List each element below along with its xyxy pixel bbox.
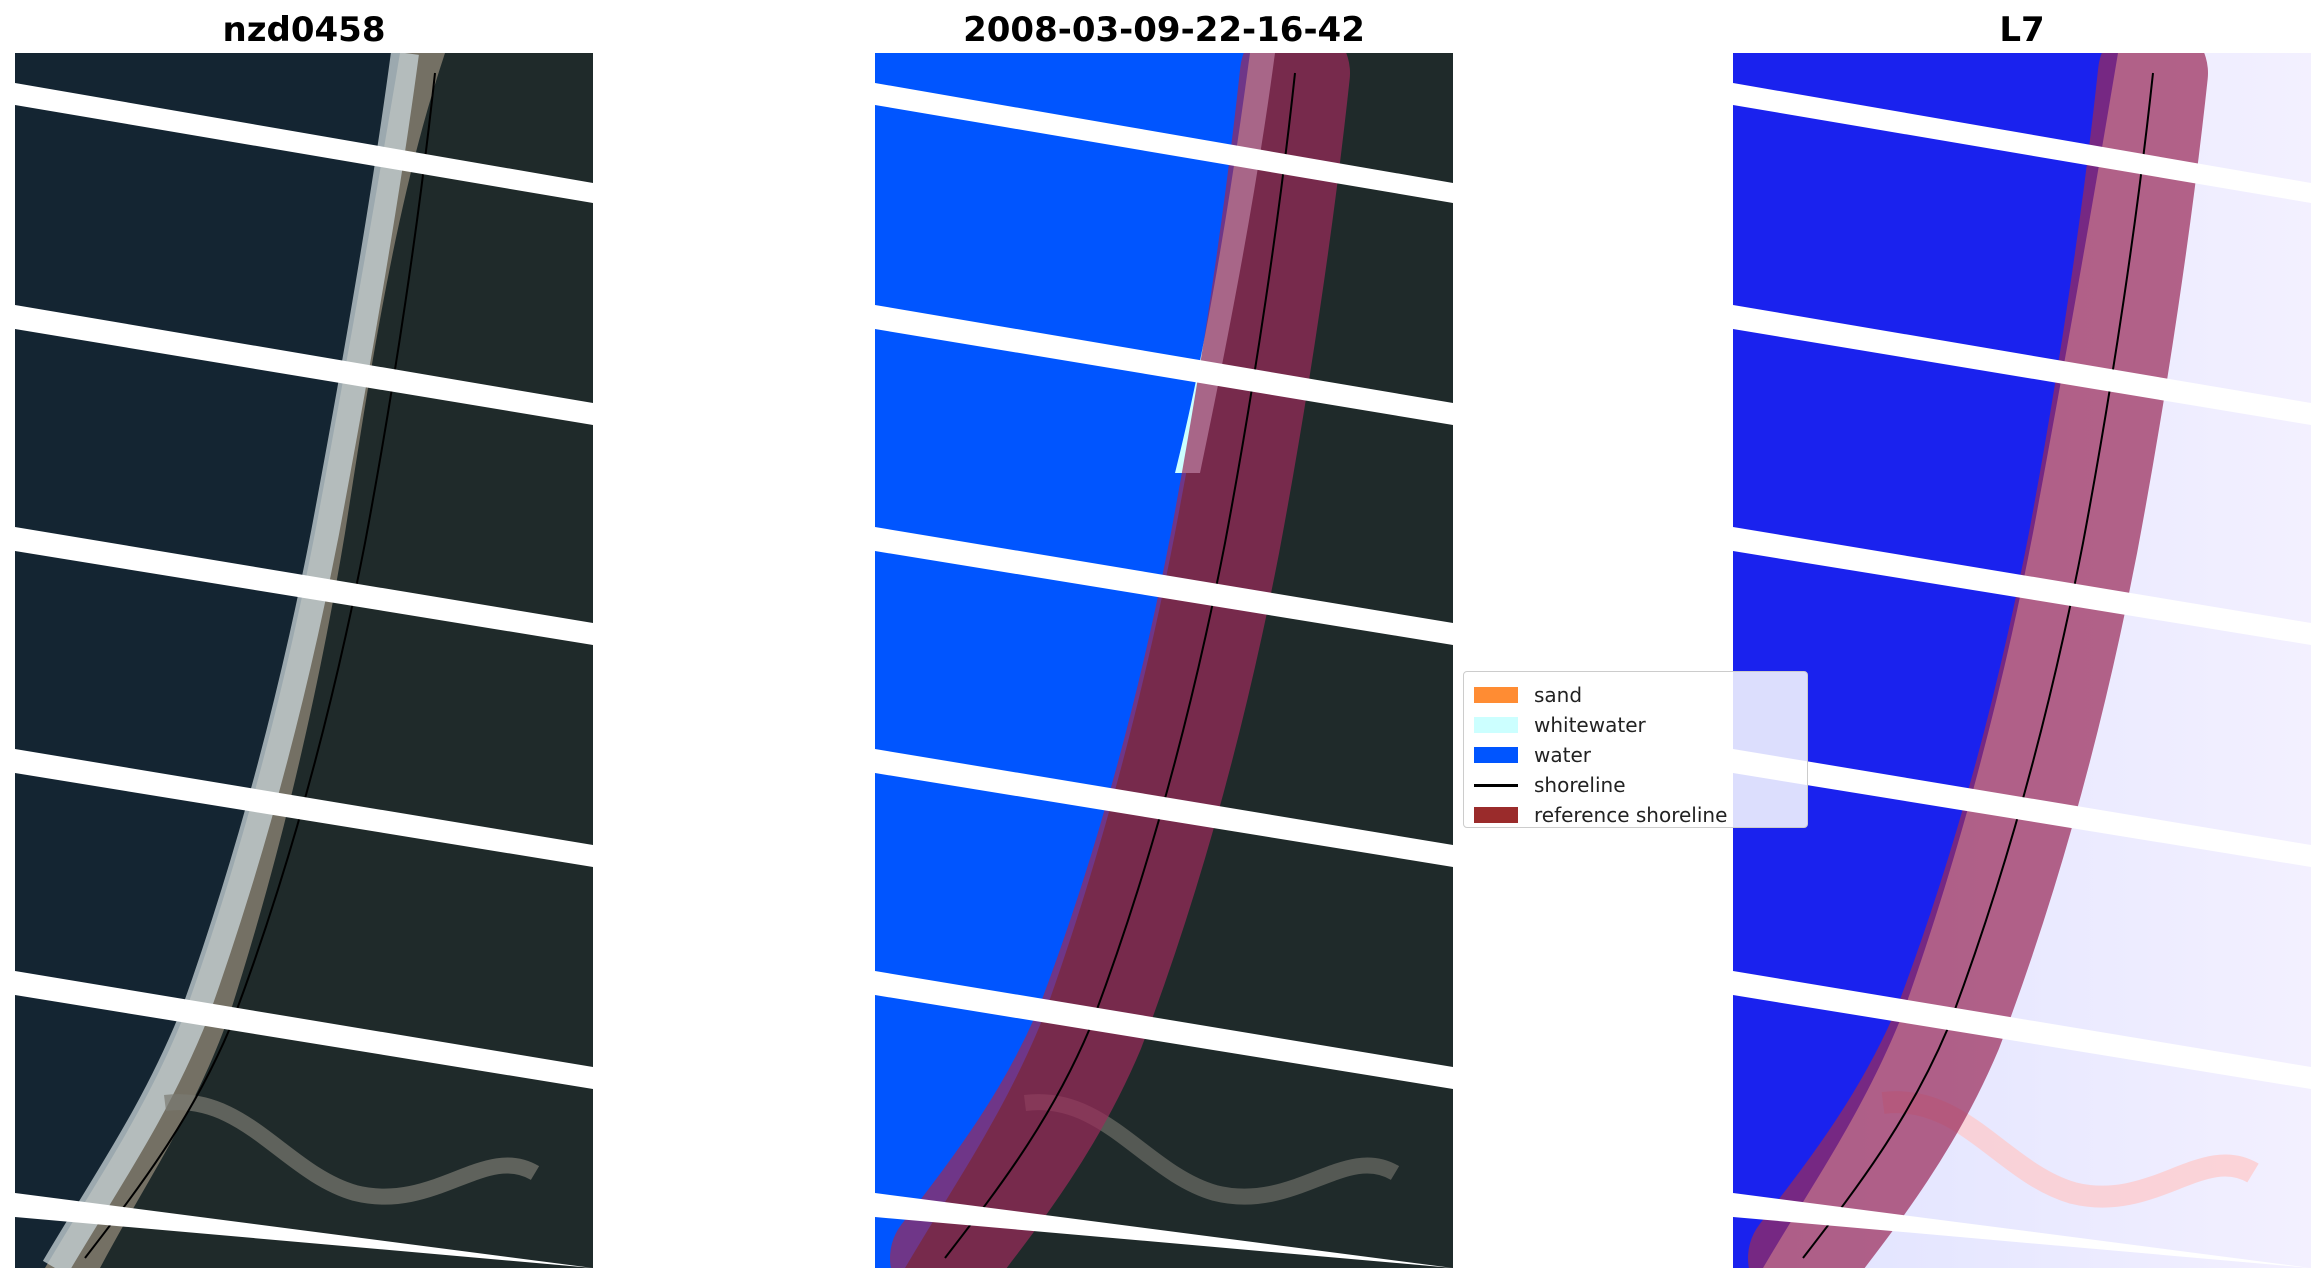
rgb-image	[15, 53, 593, 1268]
legend-item-whitewater: whitewater	[1474, 710, 1797, 740]
legend-item-water: water	[1474, 740, 1797, 770]
shoreline-line	[944, 72, 1296, 1259]
river-channel	[164, 1094, 540, 1205]
legend-swatch-whitewater	[1474, 717, 1518, 733]
shoreline-line	[84, 72, 436, 1259]
panel-title-rgb: nzd0458	[222, 10, 386, 50]
legend-label: shoreline	[1534, 773, 1626, 797]
legend-swatch-reference-shoreline	[1474, 807, 1518, 823]
legend-line-shoreline	[1474, 783, 1518, 787]
legend-label: reference shoreline	[1534, 803, 1728, 827]
classification-panel	[875, 53, 1453, 1268]
surf-zone	[42, 53, 419, 1268]
legend-label: whitewater	[1534, 713, 1646, 737]
panel-title-classification: 2008-03-09-22-16-42	[963, 10, 1365, 50]
index-panel	[1733, 53, 2311, 1268]
legend-label: water	[1534, 743, 1591, 767]
legend-label: sand	[1534, 683, 1583, 707]
legend: sand whitewater water shoreline referenc…	[1463, 671, 1808, 828]
legend-item-reference-shoreline: reference shoreline	[1474, 800, 1797, 830]
legend-swatch-water	[1474, 747, 1518, 763]
classification-image	[875, 53, 1453, 1268]
legend-item-shoreline: shoreline	[1474, 770, 1797, 800]
shoreline-line	[1802, 72, 2154, 1259]
scan-gap-stripes	[875, 83, 1453, 1268]
scan-gap-stripes	[15, 83, 593, 1268]
index-image	[1733, 53, 2311, 1268]
rgb-image-panel	[15, 53, 593, 1268]
beach-sand	[45, 53, 445, 1268]
legend-item-sand: sand	[1474, 680, 1797, 710]
panel-title-index: L7	[1999, 10, 2045, 50]
legend-swatch-sand	[1474, 687, 1518, 703]
scan-gap-stripes	[1733, 83, 2311, 1268]
